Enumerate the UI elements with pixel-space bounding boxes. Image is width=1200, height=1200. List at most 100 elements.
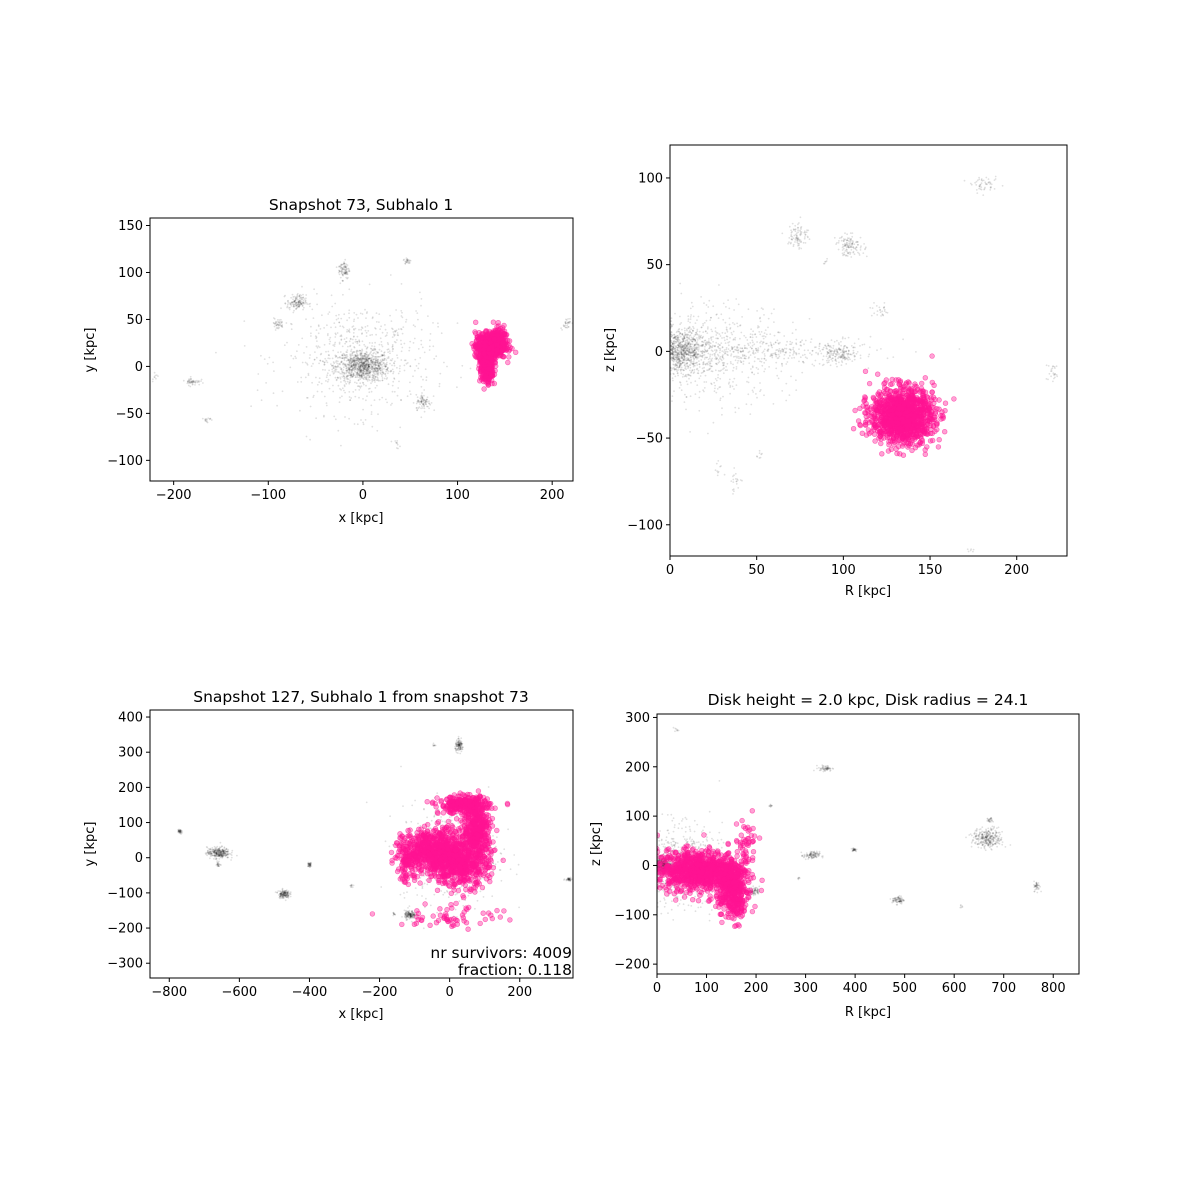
host-particle: [348, 270, 351, 272]
host-particle: [353, 362, 355, 365]
host-particle: [359, 386, 362, 389]
host-particle: [822, 346, 825, 349]
host-particle: [356, 359, 358, 362]
host-particle: [355, 382, 358, 384]
host-particle: [658, 338, 660, 340]
host-particle: [365, 364, 367, 367]
host-particle: [763, 314, 765, 316]
host-particle: [759, 341, 761, 344]
host-particle: [358, 366, 361, 369]
host-particle: [657, 326, 659, 328]
host-particle: [668, 336, 670, 338]
host-particle: [281, 325, 284, 328]
host-particle: [829, 356, 832, 359]
host-particle: [372, 369, 375, 372]
host-particle: [360, 369, 363, 371]
host-particle: [697, 357, 699, 359]
host-particle: [354, 341, 357, 343]
host-particle: [358, 344, 361, 347]
host-particle: [302, 306, 305, 309]
host-particle: [712, 336, 714, 338]
host-particle: [334, 365, 337, 367]
host-particle: [190, 377, 193, 380]
host-particle: [738, 357, 740, 360]
host-particle: [422, 400, 425, 403]
host-particle: [690, 345, 692, 348]
host-particle: [210, 419, 213, 421]
host-particle: [323, 395, 326, 398]
host-particle: [691, 343, 694, 346]
host-particle: [600, 332, 602, 334]
host-particle: [689, 338, 691, 341]
host-particle: [751, 339, 754, 342]
host-particle: [671, 395, 674, 397]
host-particle: [673, 344, 675, 347]
host-particle: [373, 379, 376, 381]
host-particle: [281, 324, 284, 326]
host-particle: [374, 367, 377, 370]
host-particle: [367, 376, 370, 379]
host-particle: [363, 343, 366, 346]
host-particle: [818, 362, 821, 365]
host-particle: [350, 365, 353, 368]
host-particle: [381, 354, 384, 357]
subhalo-particle: [483, 328, 490, 335]
host-particle: [696, 330, 699, 332]
host-particle: [723, 339, 726, 342]
host-particle: [351, 352, 354, 355]
host-particle: [370, 361, 373, 364]
host-particle: [308, 357, 311, 359]
host-particle: [340, 338, 343, 341]
host-particle: [802, 360, 804, 363]
host-particle: [374, 381, 376, 383]
host-particle: [835, 353, 837, 355]
host-particle: [363, 373, 366, 376]
host-particle: [381, 396, 384, 399]
host-particle: [847, 350, 850, 353]
host-particle: [709, 360, 711, 363]
host-particle: [830, 346, 833, 349]
host-particle: [367, 367, 370, 370]
host-particle: [377, 351, 379, 354]
host-particle: [358, 373, 361, 376]
host-particle: [345, 359, 348, 362]
host-particle: [769, 341, 772, 344]
host-particle: [358, 368, 361, 371]
host-particle: [718, 360, 721, 363]
host-particle: [435, 355, 438, 358]
host-particle: [336, 362, 339, 365]
host-particle: [346, 330, 348, 333]
host-particle: [676, 346, 678, 349]
host-particle: [306, 363, 309, 366]
host-particle: [302, 308, 304, 311]
host-particle: [351, 360, 354, 363]
host-particle: [351, 375, 354, 378]
host-particle: [366, 364, 369, 366]
host-particle: [743, 344, 746, 347]
host-particle: [298, 304, 301, 306]
host-particle: [359, 371, 361, 374]
host-particle: [386, 332, 389, 334]
host-particle: [398, 380, 400, 383]
host-particle: [360, 373, 363, 376]
host-particle: [423, 389, 426, 391]
host-particle: [297, 303, 300, 305]
host-particle: [701, 336, 704, 339]
host-particle: [351, 375, 354, 378]
host-particle: [192, 381, 195, 384]
host-particle: [365, 377, 367, 379]
host-particle: [370, 404, 373, 407]
host-particle: [327, 350, 330, 353]
host-particle: [746, 347, 748, 350]
host-particle: [348, 364, 350, 367]
host-particle: [831, 360, 834, 362]
host-particle: [565, 318, 567, 321]
host-particle: [361, 361, 364, 363]
host-particle: [633, 387, 635, 389]
host-particle: [343, 262, 346, 265]
host-particle: [335, 379, 338, 382]
host-particle: [347, 378, 350, 381]
subhalo-particle: [500, 353, 507, 360]
host-particle: [368, 365, 370, 368]
host-particle: [703, 381, 706, 383]
